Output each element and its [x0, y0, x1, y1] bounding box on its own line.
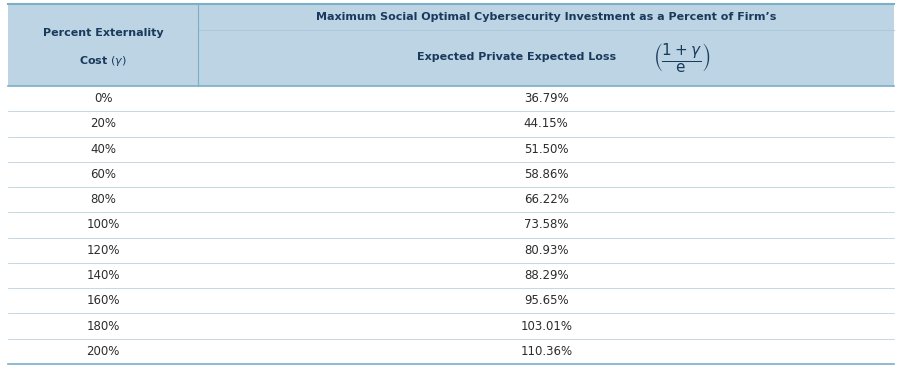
Bar: [8, 263, 894, 288]
Text: 95.65%: 95.65%: [524, 294, 568, 307]
Bar: [8, 212, 894, 238]
Text: 60%: 60%: [90, 168, 116, 181]
Bar: [8, 238, 894, 263]
Text: 200%: 200%: [86, 345, 120, 358]
Text: 40%: 40%: [90, 143, 116, 156]
Text: Expected Private Expected Loss: Expected Private Expected Loss: [417, 52, 620, 62]
Bar: [8, 187, 894, 212]
Text: 51.50%: 51.50%: [524, 143, 568, 156]
Text: 36.79%: 36.79%: [524, 92, 568, 105]
Text: 0%: 0%: [94, 92, 112, 105]
Text: 110.36%: 110.36%: [520, 345, 572, 358]
Text: 80%: 80%: [91, 193, 116, 206]
Text: 120%: 120%: [86, 244, 120, 257]
Text: Percent Externality: Percent Externality: [43, 28, 163, 38]
Text: 44.15%: 44.15%: [524, 117, 568, 130]
Bar: [8, 339, 894, 364]
Bar: [8, 314, 894, 339]
Text: 88.29%: 88.29%: [524, 269, 568, 282]
Bar: [8, 137, 894, 162]
Text: 80.93%: 80.93%: [524, 244, 568, 257]
Text: 160%: 160%: [86, 294, 120, 307]
Text: 140%: 140%: [86, 269, 120, 282]
Bar: [8, 162, 894, 187]
Text: $\left(\dfrac{1+\gamma}{\mathrm{e}}\right)$: $\left(\dfrac{1+\gamma}{\mathrm{e}}\righ…: [653, 41, 710, 74]
Bar: [8, 4, 894, 86]
Bar: [8, 111, 894, 137]
Text: 103.01%: 103.01%: [520, 319, 572, 333]
Text: Cost $(\gamma)$: Cost $(\gamma)$: [79, 54, 128, 68]
Text: 100%: 100%: [86, 219, 120, 231]
Text: Maximum Social Optimal Cybersecurity Investment as a Percent of Firm’s: Maximum Social Optimal Cybersecurity Inv…: [316, 12, 777, 22]
Text: 73.58%: 73.58%: [524, 219, 568, 231]
Text: 58.86%: 58.86%: [524, 168, 568, 181]
Text: 20%: 20%: [90, 117, 116, 130]
Bar: [8, 86, 894, 111]
Text: 180%: 180%: [86, 319, 120, 333]
Bar: [8, 288, 894, 314]
Text: 66.22%: 66.22%: [524, 193, 568, 206]
